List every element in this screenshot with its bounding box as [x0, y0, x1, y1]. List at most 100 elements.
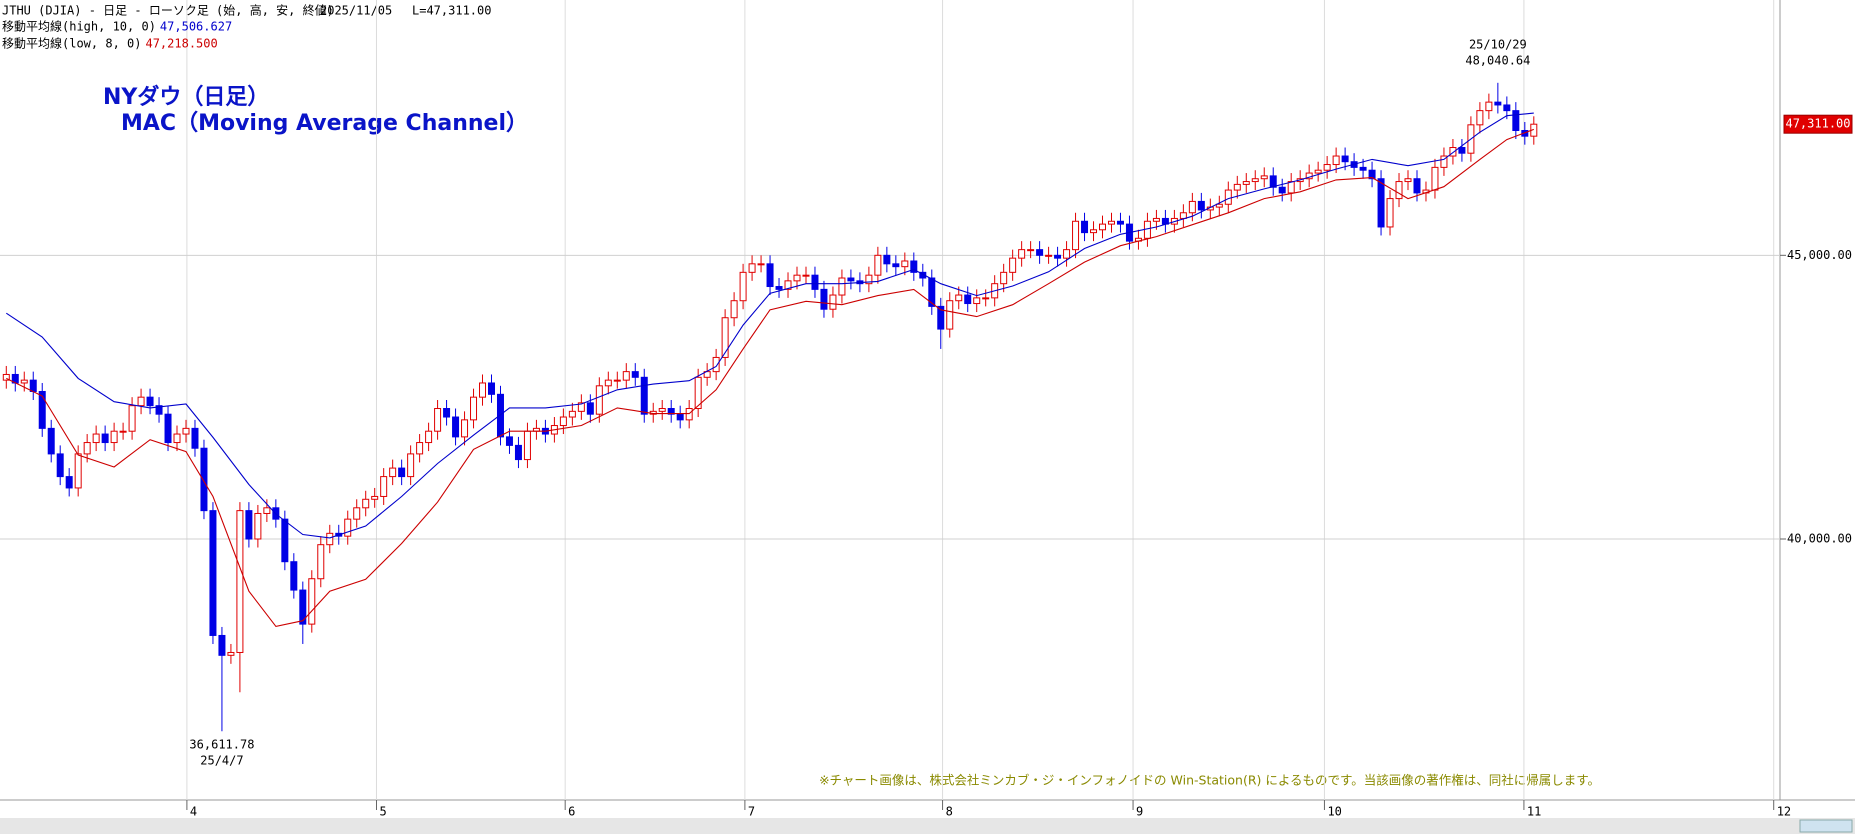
candle-body	[1027, 249, 1035, 252]
candle-body	[1090, 229, 1098, 234]
high-date: 25/10/29	[1469, 37, 1527, 51]
candle-body	[973, 297, 981, 305]
candle-body	[1188, 200, 1196, 214]
candle-body	[838, 277, 846, 296]
candle-body	[937, 305, 945, 330]
toolbar-icons[interactable]	[1799, 819, 1853, 833]
candle-body	[658, 408, 666, 412]
low-date: 25/4/7	[200, 754, 243, 768]
candle-body	[1413, 178, 1421, 194]
candle-body	[1323, 164, 1331, 171]
candle-body	[209, 510, 217, 636]
ma-line	[6, 128, 1534, 628]
candle-body	[622, 371, 630, 381]
candle-body	[874, 254, 882, 276]
candle-body	[29, 379, 37, 392]
candle-body	[712, 356, 720, 373]
candle-body	[757, 263, 765, 266]
last-price-label: 47,311.00	[1785, 117, 1850, 131]
candle-body	[479, 382, 487, 398]
candle-body	[443, 408, 451, 418]
candle-body	[74, 453, 82, 489]
candle-body	[398, 467, 406, 478]
candle-body	[739, 271, 747, 302]
date: 2025/11/05	[320, 4, 392, 18]
candle-body	[892, 263, 900, 268]
candle-body	[200, 447, 208, 512]
candle-body	[1449, 147, 1457, 157]
candle-body	[1476, 110, 1484, 126]
candle-body	[811, 274, 819, 290]
candle-body	[802, 274, 810, 277]
y-tick-label: 40,000.00	[1787, 532, 1852, 546]
y-tick-label: 45,000.00	[1787, 248, 1852, 262]
candle-body	[1332, 155, 1340, 166]
candle-body	[101, 433, 109, 444]
annotation: MAC（Moving Average Channel）	[121, 111, 528, 136]
candle-body	[847, 277, 855, 282]
candle-body	[173, 433, 181, 444]
candle-body	[1395, 181, 1403, 200]
annotation: NYダウ（日足）	[103, 84, 269, 110]
candle-body	[1224, 189, 1232, 205]
candle-body	[1431, 166, 1439, 191]
legend-label: 移動平均線(low, 8, 0)	[2, 36, 141, 51]
candle-body	[38, 390, 46, 429]
candle-body	[1242, 181, 1250, 185]
x-tick-label: 5	[379, 805, 386, 819]
candle-body	[371, 495, 379, 500]
candle-body	[775, 286, 783, 290]
candle-body	[434, 408, 442, 432]
x-tick-label: 8	[946, 805, 953, 819]
candle-body	[523, 430, 531, 461]
candle-body	[1036, 249, 1044, 256]
candle-body	[227, 651, 235, 656]
candle-body	[92, 433, 100, 444]
candle-body	[505, 436, 513, 446]
candle-body	[559, 416, 567, 427]
candle-body	[946, 300, 954, 330]
candle-body	[1386, 198, 1394, 228]
candle-body	[1251, 178, 1259, 183]
candle-body	[146, 396, 154, 407]
candle-body	[865, 274, 873, 285]
candle-body	[1107, 220, 1115, 225]
candle-body	[1377, 178, 1385, 228]
candle-body	[1000, 271, 1008, 285]
x-tick-label: 4	[190, 805, 197, 819]
candle-body	[730, 300, 738, 319]
candle-body	[721, 317, 729, 358]
candle-body	[667, 408, 675, 415]
candle-body	[110, 430, 118, 444]
candle-body	[577, 402, 585, 412]
candle-body	[416, 442, 424, 455]
candle-body	[128, 405, 136, 432]
scrollbar	[0, 818, 1855, 834]
candle-body	[784, 280, 792, 290]
candle-body	[263, 507, 271, 514]
legend-value: 47,218.500	[145, 37, 217, 51]
high-price: 48,040.64	[1465, 53, 1530, 67]
candle-body	[586, 402, 594, 415]
candle-body	[407, 453, 415, 478]
candle-body	[461, 419, 469, 438]
candle-body	[1512, 110, 1520, 131]
candle-body	[245, 510, 253, 540]
candle-body	[452, 416, 460, 438]
candle-body	[604, 379, 612, 387]
candle-body	[595, 385, 603, 415]
candle-body	[631, 371, 639, 378]
candle-body	[1314, 169, 1322, 174]
last-text: L=47,311.00	[412, 4, 491, 18]
candle-body	[362, 498, 370, 509]
candle-body	[793, 274, 801, 282]
candle-body	[982, 297, 990, 300]
candle-body	[281, 518, 289, 563]
candle-body	[694, 376, 702, 410]
candle-body	[487, 382, 495, 395]
candle-body	[1368, 169, 1376, 180]
candle-body	[685, 408, 693, 421]
ma-line	[5, 112, 1534, 539]
